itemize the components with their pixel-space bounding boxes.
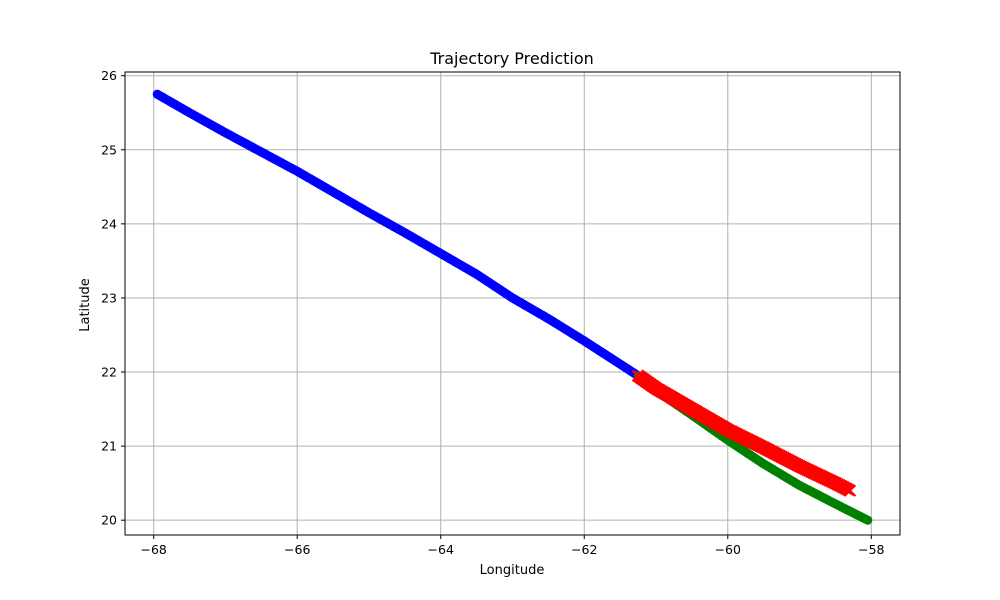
series-1-point xyxy=(843,484,857,497)
ticks: −68 −66 −64 −62 −60 −58 20 21 22 23 24 25 26 xyxy=(101,68,884,557)
chart-title: Trajectory Prediction xyxy=(429,49,594,68)
y-tick-label: 26 xyxy=(101,68,117,83)
x-tick-label: −64 xyxy=(428,542,454,557)
y-tick-label: 21 xyxy=(101,439,117,454)
series-2-point xyxy=(863,515,873,525)
y-tick-label: 24 xyxy=(101,216,117,231)
x-tick-label: −60 xyxy=(715,542,741,557)
y-axis-label: Latitude xyxy=(78,278,93,332)
x-tick-label: −58 xyxy=(858,542,884,557)
y-tick-label: 22 xyxy=(101,365,117,380)
x-tick-label: −68 xyxy=(141,542,167,557)
y-tick-label: 23 xyxy=(101,290,117,305)
y-tick-label: 20 xyxy=(101,513,117,528)
x-axis-label: Longitude xyxy=(480,563,545,578)
series-1 xyxy=(631,369,857,497)
series-0 xyxy=(152,89,643,381)
plot-frame xyxy=(124,71,901,536)
x-tick-label: −66 xyxy=(284,542,310,557)
series-layer xyxy=(152,89,873,525)
x-tick-label: −62 xyxy=(571,542,597,557)
y-tick-label: 25 xyxy=(101,142,117,157)
